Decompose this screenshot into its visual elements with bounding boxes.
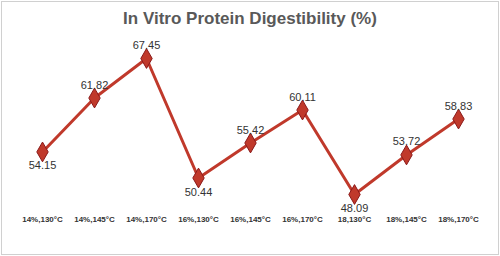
svg-text:60.11: 60.11 (289, 91, 316, 103)
svg-text:18%,145°C: 18%,145°C (386, 215, 427, 224)
svg-text:67.45: 67.45 (133, 39, 161, 51)
svg-text:14%,170°C: 14%,170°C (126, 215, 167, 224)
svg-text:18%,170°C: 18%,170°C (438, 215, 479, 224)
svg-text:53.72: 53.72 (393, 135, 421, 147)
svg-text:16%,130°C: 16%,130°C (178, 215, 219, 224)
svg-text:16%,170°C: 16%,170°C (282, 215, 323, 224)
svg-text:55.42: 55.42 (237, 124, 265, 136)
svg-text:48.09: 48.09 (341, 202, 369, 214)
svg-text:16%,145°C: 16%,145°C (230, 215, 271, 224)
html-text:In Vitro Protein Digestibility: In Vitro Protein Digestibility (%) (123, 9, 377, 28)
svg-text:61.82: 61.82 (81, 79, 109, 91)
svg-text:50.44: 50.44 (185, 186, 213, 198)
svg-text:58.83: 58.83 (445, 100, 473, 112)
svg-text:18,130°C: 18,130°C (338, 215, 372, 224)
svg-text:14%,145°C: 14%,145°C (74, 215, 115, 224)
svg-text:54.15: 54.15 (29, 159, 57, 171)
svg-text:14%,130°C: 14%,130°C (22, 215, 63, 224)
